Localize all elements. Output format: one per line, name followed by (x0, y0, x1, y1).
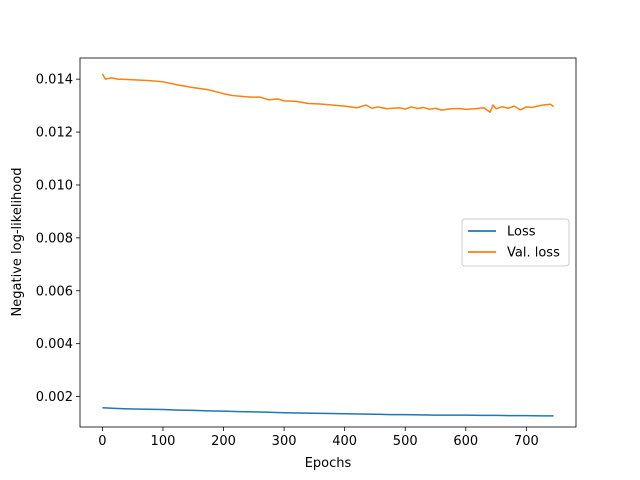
series-layer (101, 73, 555, 417)
series-line-0 (102, 406, 554, 417)
y-axis-label: Negative log-likelihood (10, 168, 25, 317)
x-tick-label: 700 (514, 434, 539, 449)
axes-border (79, 57, 577, 428)
x-tick-label: 0 (98, 434, 106, 449)
x-tick-label: 400 (332, 434, 357, 449)
y-tick-label: 0.002 (36, 390, 73, 405)
x-tick-label: 500 (393, 434, 418, 449)
x-tick-label: 200 (211, 434, 236, 449)
y-tick-label: 0.006 (36, 284, 73, 299)
y-tick-label: 0.010 (36, 178, 73, 193)
axes-frame (79, 57, 577, 428)
x-axis-ticks: 0 100 200 300 400 500 600 700 (98, 427, 539, 449)
y-tick-label: 0.014 (36, 73, 73, 88)
x-tick-label: 300 (272, 434, 297, 449)
x-tick-label: 600 (453, 434, 478, 449)
y-tick-label: 0.012 (36, 126, 73, 141)
x-tick-label: 100 (151, 434, 176, 449)
y-axis-ticks: 0.002 0.004 0.006 0.008 0.010 0.012 0.014 (36, 73, 80, 405)
legend: Loss Val. loss (461, 218, 570, 267)
legend-label: Val. loss (507, 246, 560, 261)
y-tick-label: 0.008 (36, 231, 73, 246)
x-axis-label: Epochs (305, 456, 352, 471)
legend-label: Loss (507, 225, 536, 240)
series-line-1 (101, 73, 555, 113)
y-tick-label: 0.004 (36, 337, 73, 352)
